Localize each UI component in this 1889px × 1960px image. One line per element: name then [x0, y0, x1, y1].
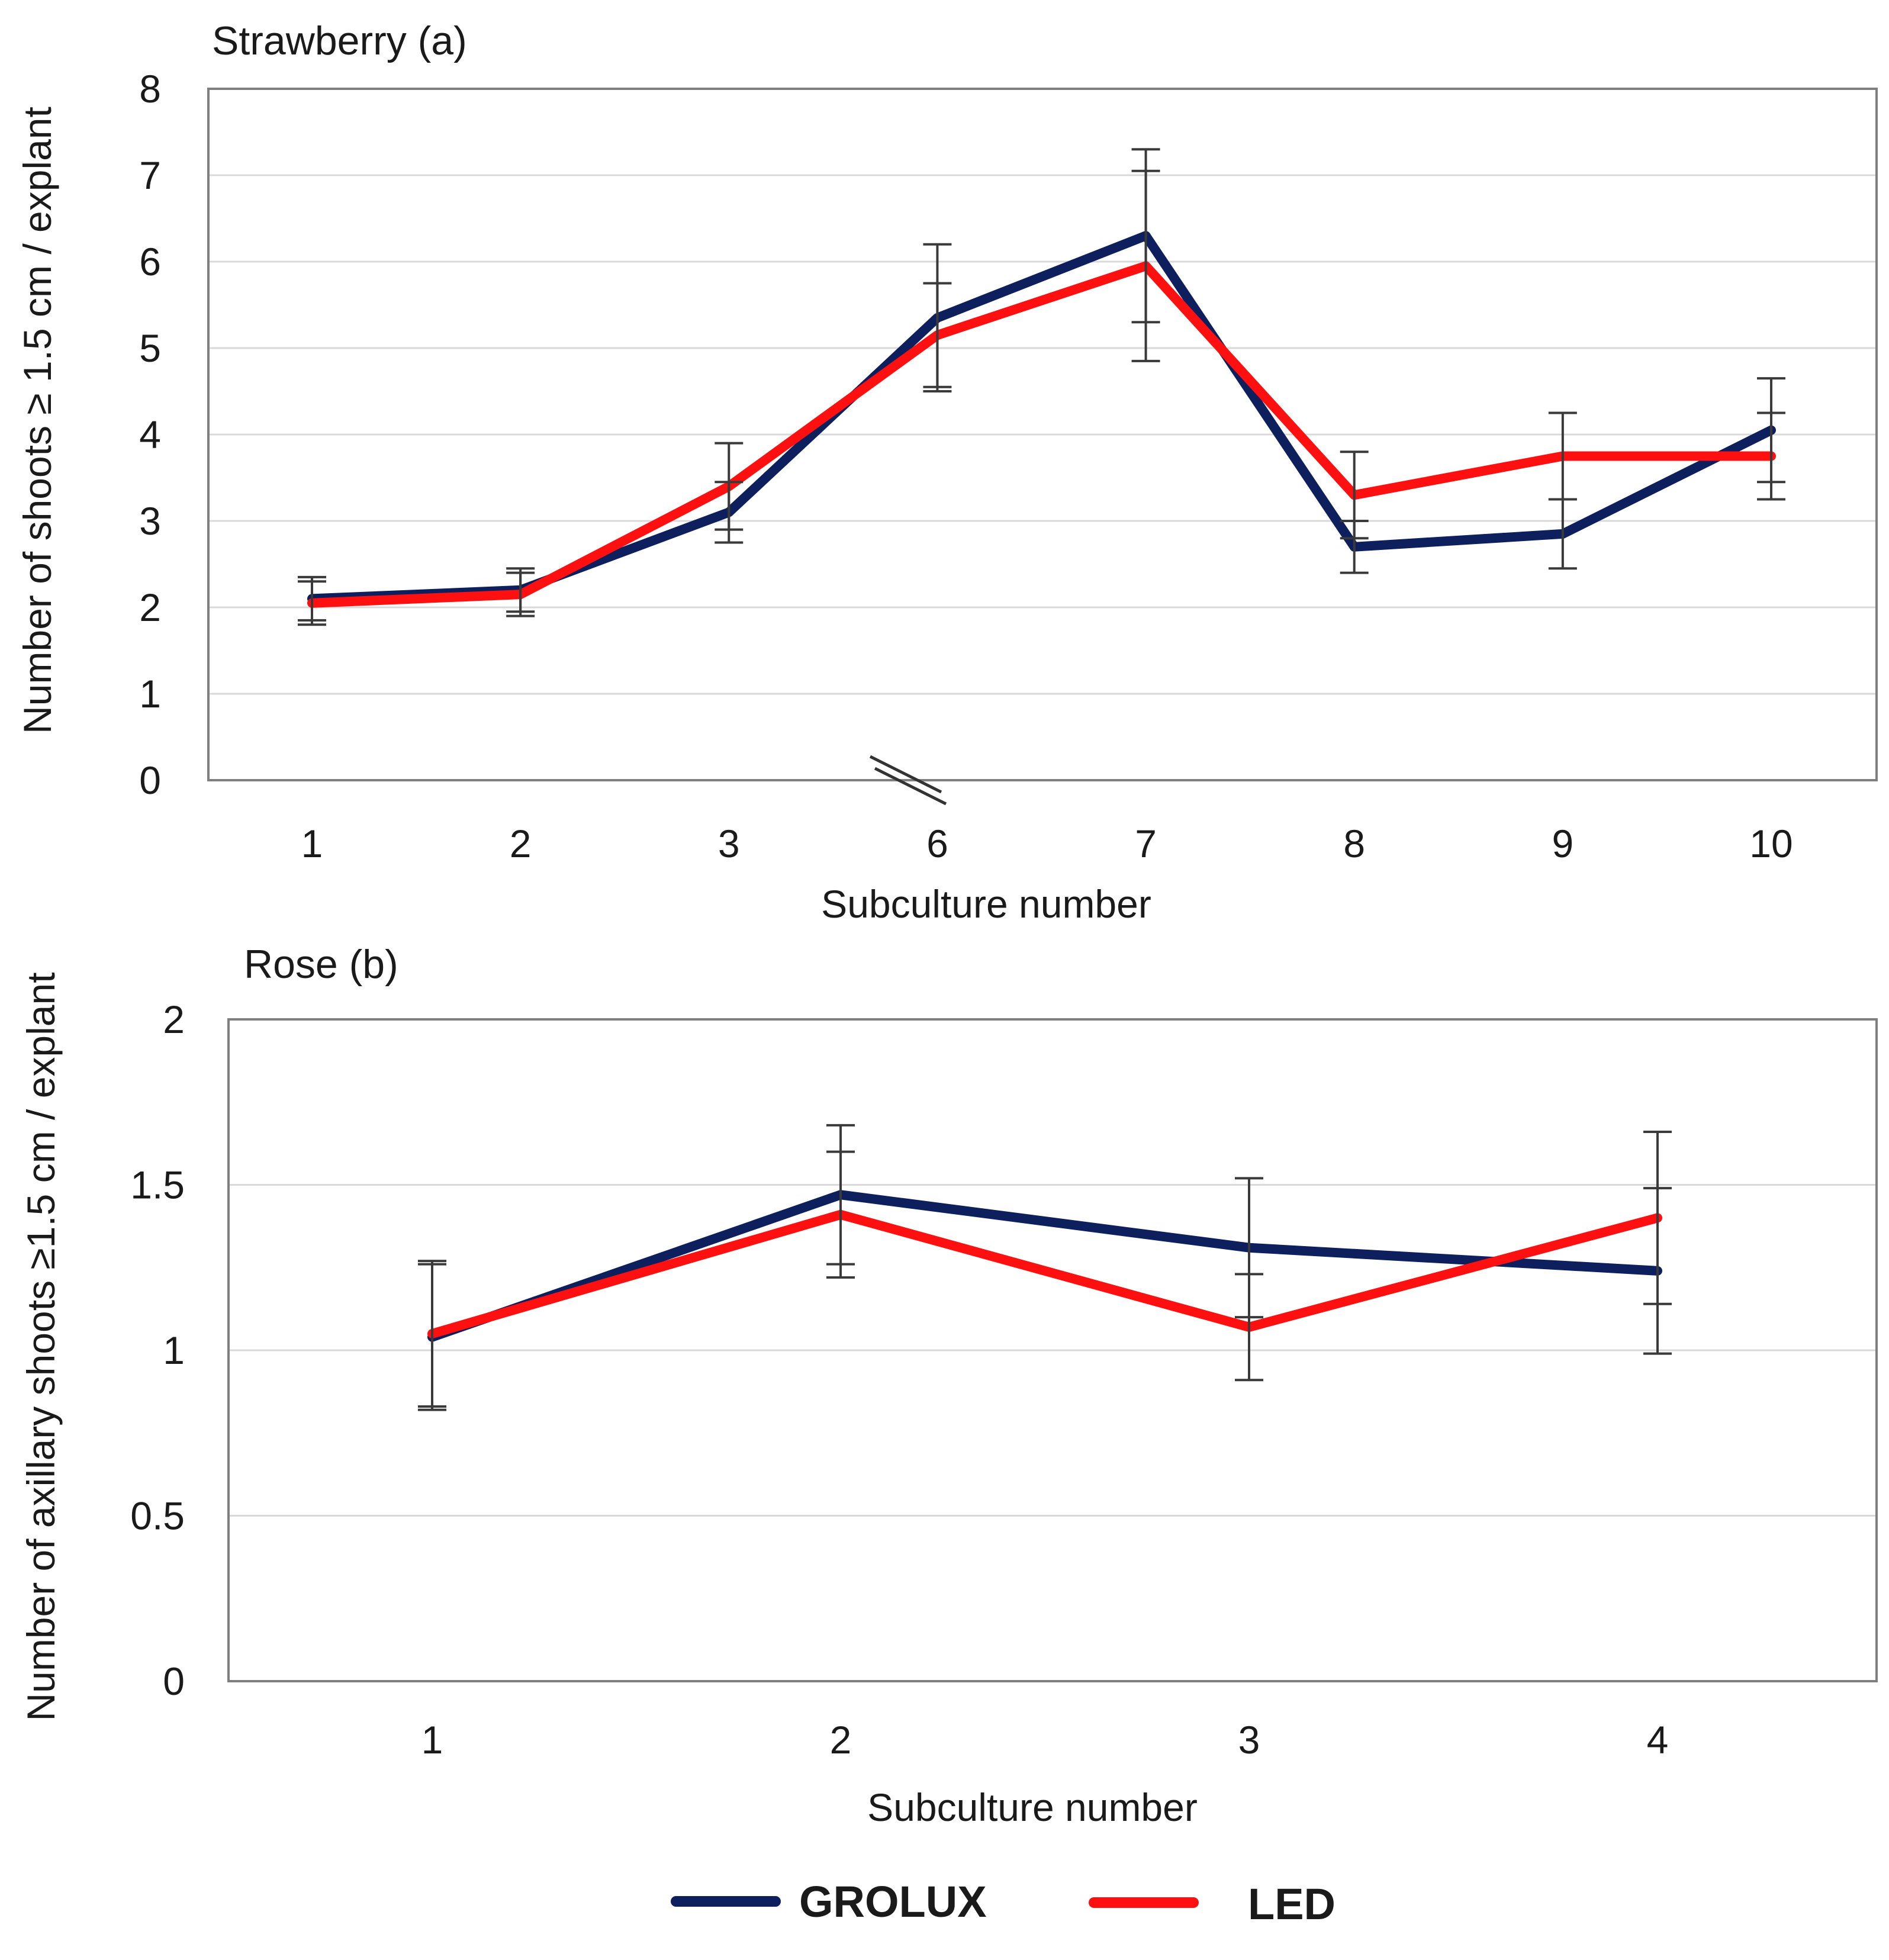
strawberry-plot-area [207, 88, 1878, 781]
strawberry-x-tick-label: 3 [718, 822, 740, 865]
strawberry-led-error-bar [506, 571, 535, 617]
rose-chart-title: Rose (b) [244, 942, 398, 987]
strawberry-x-tick-label: 1 [301, 822, 323, 865]
strawberry-x-tick-label: 6 [926, 822, 948, 865]
strawberry-x-tick-label: 7 [1135, 822, 1157, 865]
rose-series [427, 1190, 1662, 1342]
strawberry-led-error-bar [298, 580, 326, 626]
strawberry-y-tick-label: 3 [139, 499, 161, 543]
strawberry-x-axis-label: Subculture number [821, 882, 1151, 926]
rose-led-error-bar [826, 1150, 855, 1279]
strawberry-y-tick-labels: 0 1 2 3 4 5 6 7 8 [139, 67, 161, 802]
rose-x-axis-label: Subculture number [867, 1785, 1198, 1829]
strawberry-y-tick-label: 6 [139, 240, 161, 284]
legend: GROLUX LED [671, 1877, 1336, 1929]
legend-led-label: LED [1248, 1879, 1336, 1929]
rose-y-tick-label: 1.5 [130, 1163, 185, 1207]
strawberry-x-tick-label: 2 [510, 822, 532, 865]
rose-gridlines [229, 1184, 1877, 1517]
strawberry-y-tick-label: 0 [139, 758, 161, 802]
strawberry-led-error-bar [1131, 169, 1160, 362]
strawberry-y-tick-label: 8 [139, 67, 161, 111]
strawberry-x-tick-labels: 1 2 3 6 7 8 9 10 [301, 822, 1793, 865]
rose-y-tick-label: 0 [163, 1659, 185, 1703]
rose-y-tick-label: 0.5 [130, 1494, 185, 1538]
rose-y-tick-label: 1 [163, 1328, 185, 1372]
rose-led-error-bar [1235, 1273, 1263, 1382]
strawberry-grolux-line [307, 231, 1776, 604]
strawberry-error-bars [298, 148, 1785, 626]
strawberry-y-axis-label: Number of shoots ≥ 1.5 cm / explant [15, 107, 59, 734]
strawberry-series [307, 231, 1776, 608]
strawberry-led-line [307, 261, 1776, 608]
rose-grolux-line [427, 1190, 1662, 1342]
rose-led-error-bar [418, 1260, 446, 1408]
rose-plot-area [227, 1018, 1878, 1682]
strawberry-y-tick-label: 1 [139, 672, 161, 716]
rose-x-tick-label: 3 [1238, 1718, 1260, 1762]
strawberry-chart-title: Strawberry (a) [212, 18, 467, 63]
axis-break-mark [869, 755, 942, 794]
strawberry-x-tick-label: 8 [1343, 822, 1365, 865]
rose-x-tick-labels: 1 2 3 4 [421, 1718, 1669, 1762]
rose-panel: Rose (b) 0 0.5 1 1.5 2 1 2 3 4 Subculture numbe… [19, 942, 1878, 1829]
axis-break-mark [874, 767, 947, 806]
strawberry-axis-break [869, 755, 947, 806]
strawberry-y-tick-label: 7 [139, 153, 161, 197]
rose-x-tick-label: 1 [421, 1718, 443, 1762]
strawberry-led-error-bar [1340, 450, 1369, 540]
strawberry-gridlines [208, 174, 1877, 695]
rose-led-line [427, 1209, 1662, 1339]
rose-led-error-bar [1643, 1131, 1672, 1305]
rose-y-tick-labels: 0 0.5 1 1.5 2 [130, 997, 185, 1703]
rose-y-tick-label: 2 [163, 997, 185, 1041]
strawberry-x-tick-label: 10 [1749, 822, 1793, 865]
rose-x-tick-label: 4 [1647, 1718, 1669, 1762]
strawberry-y-tick-label: 2 [139, 585, 161, 629]
strawberry-x-tick-label: 9 [1552, 822, 1573, 865]
strawberry-led-error-bar [715, 442, 744, 531]
strawberry-led-error-bar [1548, 411, 1577, 501]
rose-x-tick-label: 2 [830, 1718, 852, 1762]
legend-grolux-label: GROLUX [799, 1877, 987, 1926]
strawberry-panel: Strawberry (a) 0 1 2 3 4 5 6 7 8 1 2 3 6 7 8 9 10 Subcu… [15, 18, 1878, 926]
strawberry-y-tick-label: 4 [139, 413, 161, 456]
rose-y-axis-label: Number of axillary shoots ≥1.5 cm / expl… [19, 972, 63, 1721]
strawberry-led-error-bar [1757, 411, 1785, 501]
strawberry-y-tick-label: 5 [139, 326, 161, 370]
strawberry-led-error-bar [923, 282, 952, 388]
rose-error-bars [418, 1124, 1672, 1411]
